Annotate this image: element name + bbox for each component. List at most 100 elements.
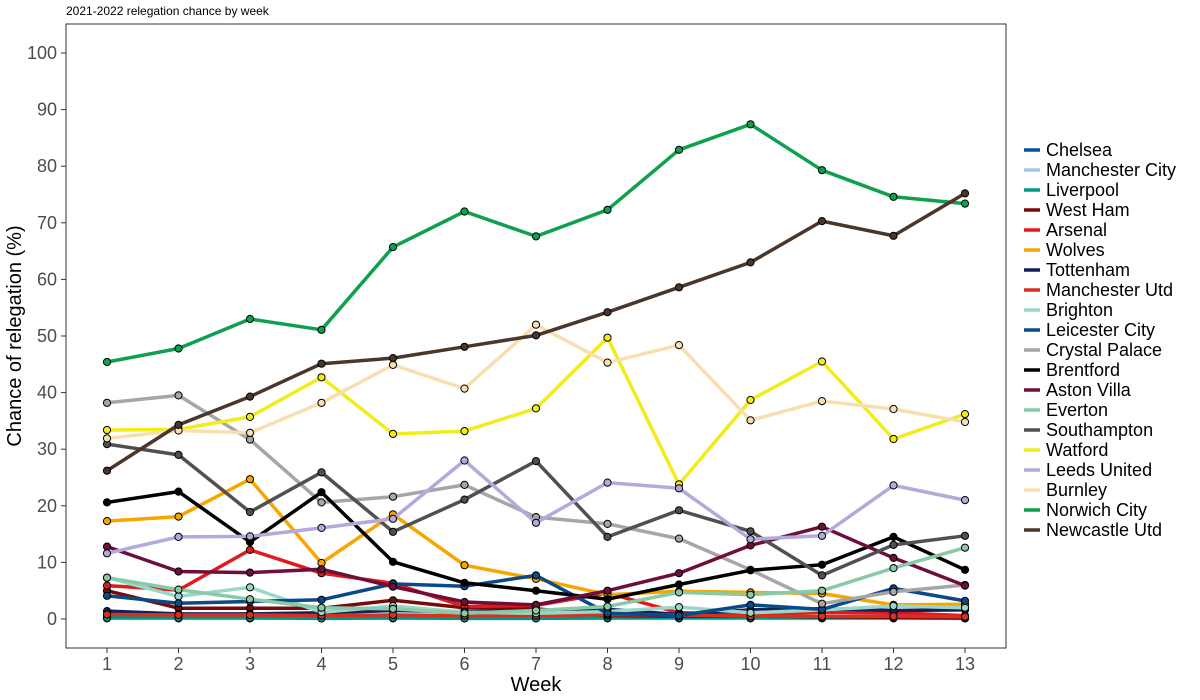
series-aston-villa [102, 522, 970, 610]
data-point-brighton [245, 583, 255, 592]
legend-label: Aston Villa [1046, 380, 1132, 400]
data-point-watford [603, 333, 612, 342]
legend-item-west-ham: West Ham [1024, 200, 1130, 220]
legend-item-brighton: Brighton [1024, 300, 1113, 320]
data-point-burnley [603, 358, 612, 367]
y-tick-label: 40 [37, 383, 57, 403]
legend-item-watford: Watford [1024, 440, 1108, 460]
data-point-everton [603, 602, 612, 611]
series-layer [102, 120, 970, 623]
data-point-brentford [531, 586, 541, 595]
series-leeds-united [102, 456, 970, 558]
data-point-burnley [674, 341, 684, 350]
data-point-brentford [889, 532, 898, 542]
data-point-burnley [817, 397, 827, 406]
data-point-norwich-city [245, 314, 255, 324]
data-point-leeds-united [603, 478, 612, 487]
data-point-brighton [674, 603, 684, 612]
data-point-crystal-palace [460, 480, 469, 489]
legend-item-wolves: Wolves [1024, 240, 1105, 260]
data-point-leicester-city [531, 571, 541, 580]
data-point-burnley [889, 404, 898, 414]
data-point-manchester-utd [960, 612, 970, 621]
data-point-brentford [817, 560, 827, 569]
data-point-watford [102, 425, 112, 435]
data-point-norwich-city [960, 199, 970, 208]
data-point-southampton [960, 531, 970, 540]
legend-label: Brentford [1046, 360, 1120, 380]
legend-item-everton: Everton [1024, 400, 1108, 420]
legend-label: Liverpool [1046, 180, 1119, 200]
legend-item-norwich-city: Norwich City [1024, 500, 1147, 520]
data-point-manchester-utd [102, 610, 112, 619]
data-point-newcastle-utd [746, 258, 755, 267]
x-tick-label: 12 [883, 654, 903, 674]
data-point-leeds-united [674, 484, 684, 493]
data-point-norwich-city [674, 145, 684, 154]
chart-title: 2021-2022 relegation chance by week [66, 4, 270, 18]
data-point-newcastle-utd [603, 308, 612, 317]
legend-item-crystal-palace: Crystal Palace [1024, 340, 1162, 360]
data-point-newcastle-utd [889, 231, 898, 240]
data-point-norwich-city [317, 325, 326, 334]
data-point-burnley [460, 384, 469, 393]
data-point-norwich-city [889, 192, 898, 201]
data-point-everton [889, 564, 898, 573]
legend-label: Everton [1046, 400, 1108, 420]
data-point-norwich-city [174, 344, 183, 353]
data-point-leeds-united [817, 531, 827, 540]
legend-item-arsenal: Arsenal [1024, 220, 1107, 240]
data-point-leeds-united [388, 514, 398, 523]
data-point-watford [317, 373, 326, 382]
data-point-newcastle-utd [245, 392, 255, 401]
data-point-leicester-city [603, 609, 612, 618]
legend-label: Watford [1046, 440, 1108, 460]
data-point-leicester-city [317, 595, 326, 604]
data-point-newcastle-utd [817, 217, 827, 226]
legend-item-newcastle-utd: Newcastle Utd [1024, 520, 1162, 540]
x-tick-label: 11 [813, 654, 832, 674]
data-point-aston-villa [102, 542, 112, 551]
data-point-norwich-city [531, 232, 541, 241]
data-point-crystal-palace [245, 435, 255, 444]
legend-label: Manchester City [1046, 160, 1176, 180]
y-tick-label: 10 [37, 552, 57, 572]
data-point-southampton [245, 507, 255, 517]
data-point-norwich-city [603, 205, 612, 214]
series-brentford [102, 487, 970, 604]
data-point-brentford [102, 498, 112, 507]
data-point-aston-villa [817, 522, 827, 531]
x-tick-label: 4 [316, 654, 326, 674]
legend-label: Newcastle Utd [1046, 520, 1162, 540]
data-point-southampton [674, 506, 684, 515]
legend-label: Norwich City [1046, 500, 1147, 520]
data-point-brentford [960, 565, 970, 574]
data-point-leicester-city [102, 591, 112, 600]
x-tick-label: 10 [740, 654, 760, 674]
data-point-southampton [531, 457, 541, 466]
data-point-norwich-city [388, 243, 398, 252]
data-point-southampton [603, 532, 612, 542]
legend-label: Leeds United [1046, 460, 1152, 480]
data-point-aston-villa [317, 565, 326, 574]
data-point-southampton [817, 571, 827, 580]
legend-label: Brighton [1046, 300, 1113, 320]
data-point-burnley [746, 416, 755, 425]
legend-label: Leicester City [1046, 320, 1155, 340]
data-point-brighton [960, 603, 970, 612]
data-point-norwich-city [460, 207, 469, 216]
legend-item-leeds-united: Leeds United [1024, 460, 1152, 480]
x-axis-title: Week [511, 674, 563, 696]
data-point-manchester-utd [889, 612, 898, 621]
y-tick-label: 30 [37, 439, 57, 459]
y-tick-label: 50 [37, 326, 57, 346]
x-tick-label: 9 [674, 654, 684, 674]
series-norwich-city [102, 120, 970, 367]
data-point-manchester-utd [245, 610, 255, 620]
data-point-everton [388, 604, 398, 613]
data-point-norwich-city [102, 357, 112, 367]
data-point-watford [889, 434, 898, 444]
data-point-brentford [174, 487, 183, 496]
